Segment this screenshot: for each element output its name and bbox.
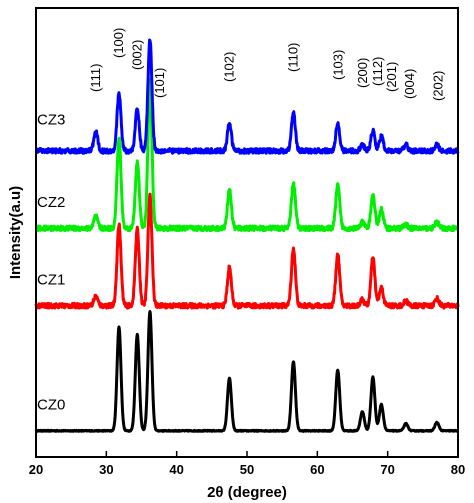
peak-label: (112) <box>370 57 385 86</box>
x-tick-label: 80 <box>451 462 465 477</box>
y-axis-label: Intensity(a.u) <box>7 186 24 279</box>
peak-label: (100) <box>111 28 126 58</box>
peak-label: (102) <box>221 52 236 82</box>
tick-layer: 20 30 40 50 60 70 80 <box>29 451 465 477</box>
series-label-cz2: CZ2 <box>37 194 65 211</box>
series-line-cz1 <box>34 192 460 310</box>
x-tick-label: 50 <box>240 462 254 477</box>
peak-label: (101) <box>152 68 167 98</box>
series-layer: CZ0 CZ1 CZ2 CZ3 <box>34 38 460 433</box>
x-tick-label: 40 <box>169 462 183 477</box>
x-axis-label: 2θ (degree) <box>207 484 287 501</box>
peak-label: (002) <box>129 40 144 70</box>
peak-label: (202) <box>430 71 445 101</box>
peak-label: (111) <box>88 64 103 92</box>
series-line-cz3 <box>34 38 460 155</box>
x-tick-label: 60 <box>310 462 324 477</box>
peak-label: (200) <box>355 58 370 88</box>
x-tick-label: 70 <box>380 462 394 477</box>
peak-label: (103) <box>330 50 345 80</box>
peak-label: (004) <box>402 69 417 99</box>
x-tick-label: 20 <box>29 462 43 477</box>
x-tick-label: 30 <box>99 462 113 477</box>
peak-label-layer: (111) (100) (002) (101) (102) (110) (103) (200)… <box>88 28 445 101</box>
peak-label: (110) <box>285 43 300 72</box>
series-line-cz0 <box>34 310 460 433</box>
series-label-cz3: CZ3 <box>37 112 65 129</box>
peak-label: (201) <box>384 62 399 92</box>
series-label-cz1: CZ1 <box>37 271 65 288</box>
series-line-cz2 <box>34 78 460 233</box>
series-label-cz0: CZ0 <box>37 396 65 413</box>
